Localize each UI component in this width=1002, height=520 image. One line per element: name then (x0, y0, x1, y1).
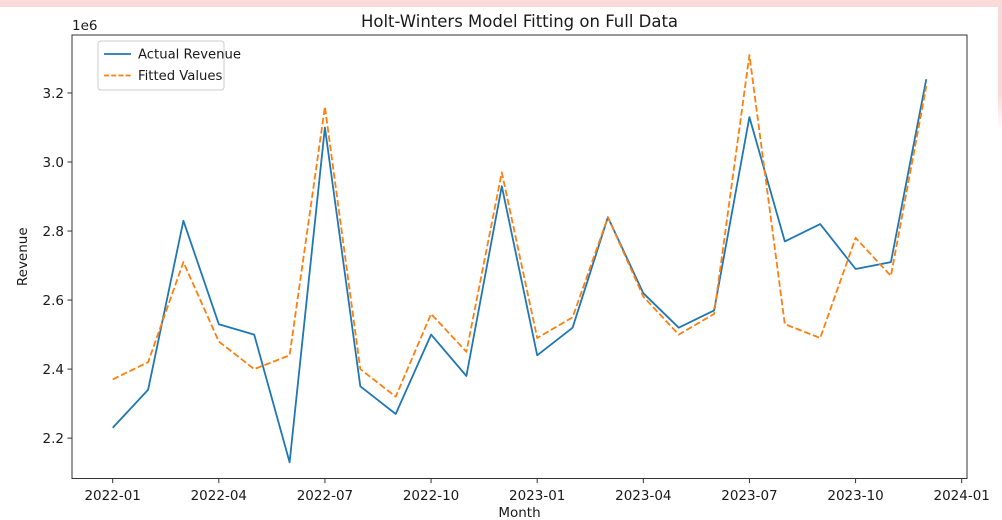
x-tick-label: 2023-10 (827, 488, 883, 504)
y-tick-label: 2.2 (43, 431, 64, 447)
actual-revenue-line (112, 79, 928, 464)
y-axis-label: Revenue (15, 227, 31, 286)
x-tick-label: 2022-10 (403, 488, 459, 504)
x-tick-label: 2022-07 (297, 488, 353, 504)
right-accent-bar (998, 0, 1002, 132)
y-tick-label: 3.2 (43, 86, 64, 102)
fitted-values-line (112, 54, 928, 398)
y-tick-label: 2.8 (43, 224, 64, 240)
x-tick-label: 2022-01 (84, 488, 140, 504)
axes-frame (71, 34, 968, 479)
top-accent-bar (0, 0, 1002, 7)
y-tick-label: 2.4 (43, 362, 64, 378)
x-tick-label: 2022-04 (191, 488, 247, 504)
x-tick-label: 2024-01 (933, 488, 989, 504)
y-tick-label: 3.0 (43, 155, 64, 171)
chart-title: Holt-Winters Model Fitting on Full Data (361, 12, 678, 31)
x-tick-label: 2023-01 (509, 488, 565, 504)
x-tick-label: 2023-07 (721, 488, 777, 504)
y-axis-offset-label: 1e6 (72, 18, 97, 34)
x-tick-label: 2023-04 (615, 488, 671, 504)
legend-label: Actual Revenue (138, 48, 241, 63)
legend-label: Fitted Values (138, 69, 223, 84)
x-axis-label: Month (498, 505, 540, 520)
y-tick-label: 2.6 (43, 293, 64, 309)
